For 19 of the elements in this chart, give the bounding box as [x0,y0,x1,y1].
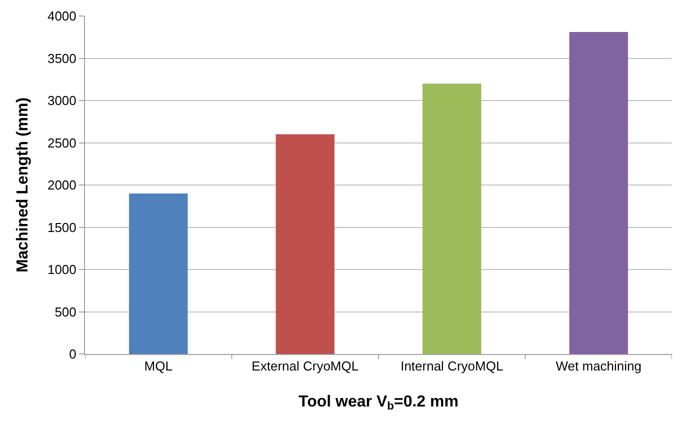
y-tick-label: 3000 [47,93,76,108]
y-tick-label: 4000 [47,8,76,24]
y-tick-label: 1000 [47,262,76,278]
y-tick-label: 1500 [47,220,76,235]
y-tick-label: 500 [54,304,76,320]
x-axis-title: Tool wear V$_{b}$=0.2 mm [298,393,458,413]
y-tick-label: 2000 [47,178,76,193]
bar [276,134,334,354]
bar [569,32,628,354]
x-tick-label: MQL [144,358,172,374]
x-tick-label: Wet machining [556,358,642,374]
x-tick-label: Internal CryoMQL [400,358,504,374]
x-tick-label: External CryoMQL [252,358,359,374]
y-tick-label: 0 [69,346,76,362]
y-tick-label: 3500 [47,50,76,66]
bar [422,84,482,354]
y-tick-label: 2500 [47,135,76,150]
bar [129,193,188,354]
y-axis-title: Machined Length (mm) [14,97,32,273]
